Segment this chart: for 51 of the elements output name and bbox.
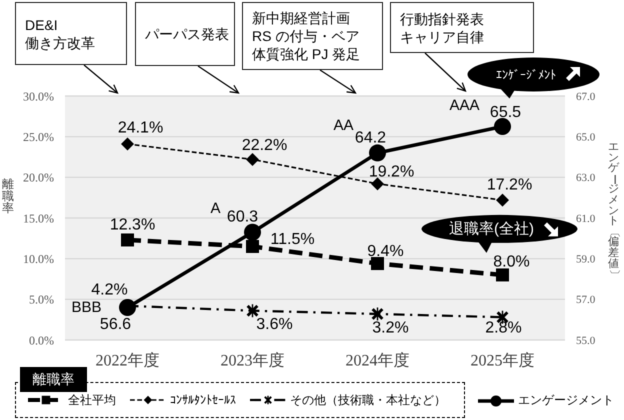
annotation: BBB	[71, 299, 102, 316]
annotation: 退職率(全社)	[449, 220, 534, 238]
callout-box: 行動指針発表キャリア自律	[390, 2, 534, 53]
legend-label: その他（技術職・本社など）	[290, 392, 446, 408]
legend-label: エンゲージメント	[518, 392, 614, 409]
callout-box: DE&I 働き方改革	[15, 2, 127, 65]
y-tick-label: 0.0%	[29, 333, 54, 348]
y-tick-label: 10.0%	[23, 252, 54, 266]
data-label: 2.8%	[485, 320, 522, 337]
data-label: 22.2%	[242, 136, 288, 154]
data-label: 24.1%	[118, 119, 164, 136]
data-label: 9.4%	[367, 243, 404, 260]
x-tick-label: 2022年度	[96, 351, 160, 370]
y-axis-title: 離職率	[20, 367, 87, 392]
data-label: 65.5	[490, 104, 522, 121]
callout-box: 新中期経営計画RS の付与・ベア体質強化 PJ 発足	[242, 2, 383, 70]
y-tick-label: 25.0%	[23, 130, 54, 144]
legend-label: ｺﾝｻﾙﾀﾝﾄｾｰﾙｽ	[170, 393, 236, 407]
data-label: 3.6%	[256, 316, 293, 334]
data-label: 64.2	[354, 129, 386, 146]
y2-tick-label: 59.0	[576, 254, 596, 266]
text: エンゲージメント〔偏差値〕	[608, 141, 620, 280]
data-label: 56.6	[100, 316, 132, 333]
y2-tick-label: 61.0	[576, 212, 596, 225]
x-tick-label: 2024年度	[346, 351, 410, 370]
y-tick-label: 5.0%	[29, 292, 54, 307]
y2-tick-label: 55.0	[576, 334, 596, 347]
annotation: AAA	[449, 96, 480, 114]
data-label: 11.5%	[270, 230, 315, 248]
annotation: AA	[333, 116, 354, 134]
y-tick-label: 15.0%	[23, 211, 54, 226]
data-label: 60.3	[226, 208, 258, 226]
data-label: 3.2%	[372, 319, 409, 336]
data-label: 8.0%	[493, 253, 530, 270]
data-label: 19.2%	[368, 163, 414, 180]
legend-label: 全社平均	[68, 392, 116, 408]
data-label: 4.2%	[91, 281, 128, 298]
y2-tick-label: 65.0	[576, 132, 596, 144]
legend-title: 離職率	[2, 177, 14, 215]
x-tick-label: 2023年度	[220, 351, 284, 370]
annotation: A	[210, 200, 221, 218]
text: ｴﾝｹﾞｰｼﾞﾒﾝﾄ	[496, 68, 556, 82]
y-tick-label: 20.0%	[23, 170, 54, 185]
y-tick-label: 30.0%	[23, 89, 54, 104]
data-label: 12.3%	[110, 216, 156, 234]
x-tick-label: 2025年度	[470, 351, 534, 370]
y2-tick-label: 63.0	[576, 172, 596, 184]
y2-tick-label: 57.0	[576, 294, 596, 306]
data-label: 17.2%	[486, 176, 532, 194]
y2-tick-label: 67.0	[576, 90, 596, 103]
callout-box: パーパス発表	[135, 2, 235, 66]
